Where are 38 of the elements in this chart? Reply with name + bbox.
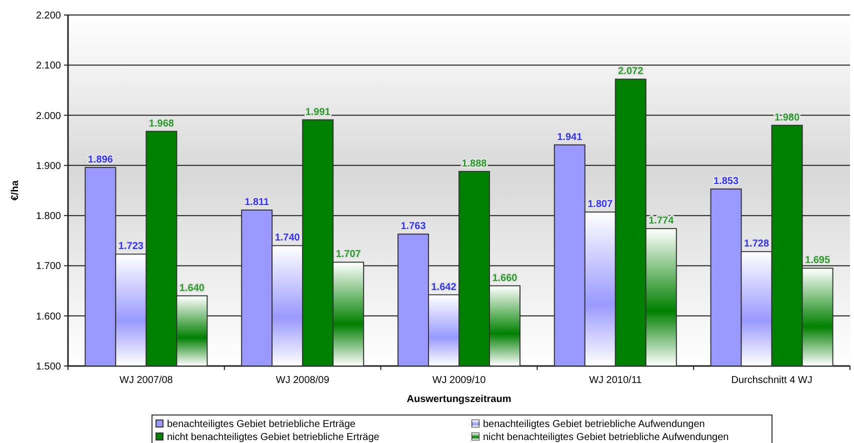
data-label: 1.896 (88, 154, 114, 166)
data-label: 1.723 (118, 241, 144, 252)
data-label: 1.980 (774, 112, 800, 124)
data-label: 1.640 (179, 282, 205, 294)
y-tick-label: 1.600 (36, 311, 62, 322)
x-tick-label: WJ 2007/08 (120, 375, 174, 386)
legend-label: nicht benachteiligtes Gebiet betriebliche Aufwendungen (483, 432, 729, 443)
data-label: 1.728 (744, 238, 770, 250)
data-label: 1.763 (400, 221, 426, 232)
x-tick-label: WJ 2008/09 (276, 375, 330, 386)
data-label: 1.695 (805, 255, 830, 266)
data-label: 1.991 (305, 106, 331, 118)
y-axis-title: €/ha (10, 180, 21, 201)
x-tick-label: Durchschnitt 4 WJ (731, 375, 812, 386)
y-tick-label: 1.500 (36, 362, 62, 372)
data-label: 1.740 (274, 232, 300, 244)
legend-label: nicht benachteiligtes Gebiet betriebliche Erträge (167, 432, 380, 443)
data-label: 1.853 (714, 176, 739, 187)
data-label: 1.642 (431, 282, 457, 293)
y-tick-label: 1.700 (36, 261, 62, 272)
x-tick-label: WJ 2010/11 (589, 375, 642, 386)
x-axis-title: Auswertungszeitraum (406, 394, 512, 405)
data-label: 1.811 (244, 197, 270, 208)
data-label: 1.968 (148, 118, 174, 130)
data-label: 2.072 (618, 66, 644, 78)
data-label: 1.707 (336, 249, 362, 260)
legend-label: benachteiligtes Gebiet betriebliche Erträge (167, 419, 356, 430)
y-tick-label: 1.900 (36, 160, 62, 172)
data-label: 1.660 (492, 272, 518, 284)
y-tick-label: 2.000 (36, 110, 62, 122)
data-label: 1.941 (557, 132, 583, 143)
y-tick-label: 2.200 (36, 10, 62, 22)
data-label: 1.807 (588, 199, 614, 210)
y-tick-label: 1.800 (36, 211, 62, 222)
x-tick-label: WJ 2009/10 (432, 375, 486, 386)
data-label: 1.774 (648, 216, 674, 227)
y-tick-label: 2.100 (36, 60, 62, 72)
legend-label: benachteiligtes Gebiet betriebliche Aufwendungen (483, 419, 705, 430)
